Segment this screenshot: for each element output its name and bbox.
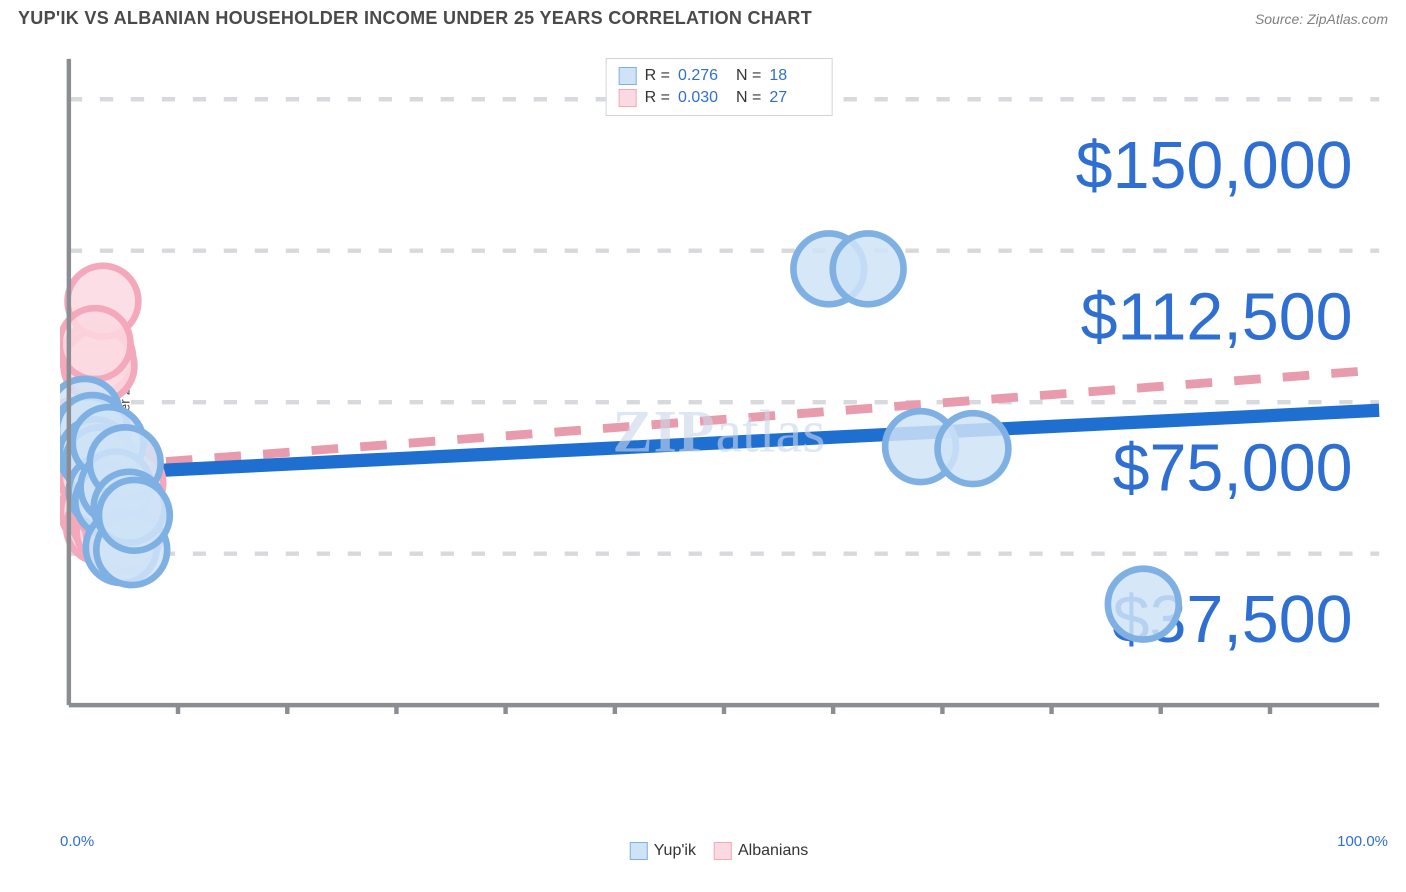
legend-item: Albanians xyxy=(714,842,808,860)
ytick-label: $112,500 xyxy=(1081,280,1353,354)
xtick-max: 100.0% xyxy=(1337,833,1388,850)
stats-legend: R = 0.276 N = 18 R = 0.030 N = 27 xyxy=(606,58,833,116)
legend-label: Albanians xyxy=(738,842,808,860)
header: YUP'IK VS ALBANIAN HOUSEHOLDER INCOME UN… xyxy=(0,0,1406,33)
page-title: YUP'IK VS ALBANIAN HOUSEHOLDER INCOME UN… xyxy=(18,8,812,29)
series-legend: Yup'ik Albanians xyxy=(630,842,808,860)
n-value: 18 xyxy=(769,67,819,85)
data-point xyxy=(833,233,904,304)
r-label: R = xyxy=(645,67,670,85)
r-value: 0.030 xyxy=(678,89,728,107)
r-label: R = xyxy=(645,89,670,107)
r-value: 0.276 xyxy=(678,67,728,85)
legend-label: Yup'ik xyxy=(654,842,696,860)
source-label: Source: ZipAtlas.com xyxy=(1255,11,1388,27)
xtick-min: 0.0% xyxy=(60,833,94,850)
stats-row: R = 0.276 N = 18 xyxy=(619,65,820,87)
data-point xyxy=(938,413,1009,484)
chart-container: Householder Income Under 25 years $37,50… xyxy=(50,50,1388,862)
data-point xyxy=(1108,569,1179,640)
n-label: N = xyxy=(736,89,761,107)
scatter-chart: $37,500$75,000$112,500$150,000 xyxy=(60,50,1388,714)
legend-item: Yup'ik xyxy=(630,842,696,860)
legend-swatch xyxy=(630,842,648,860)
legend-swatch xyxy=(619,67,637,85)
ytick-label: $150,000 xyxy=(1076,129,1353,203)
legend-swatch xyxy=(714,842,732,860)
ytick-label: $75,000 xyxy=(1113,432,1353,506)
legend-swatch xyxy=(619,89,637,107)
stats-row: R = 0.030 N = 27 xyxy=(619,87,820,109)
n-value: 27 xyxy=(769,89,819,107)
data-point xyxy=(99,480,170,551)
n-label: N = xyxy=(736,67,761,85)
